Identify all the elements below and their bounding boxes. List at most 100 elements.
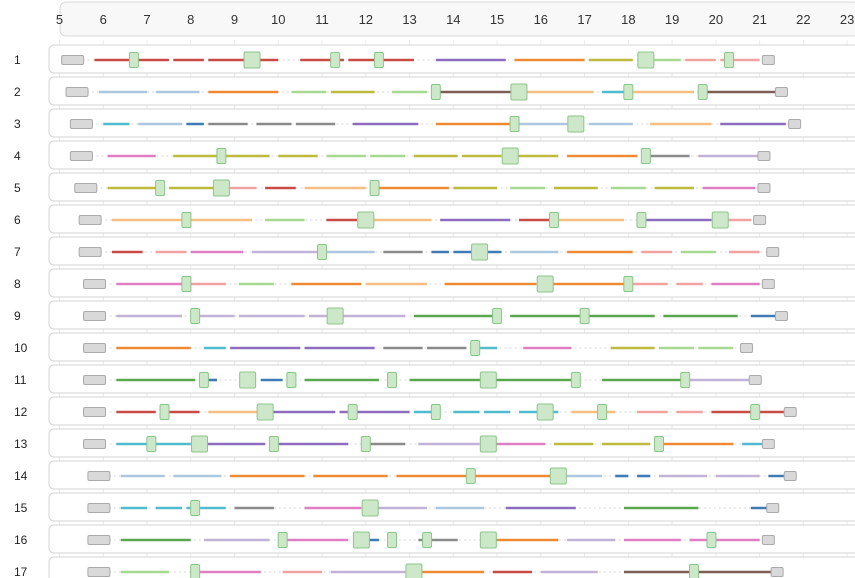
x-tick-label: 6 (100, 12, 107, 27)
x-tick-label: 16 (534, 12, 548, 27)
start-block (78, 215, 102, 225)
milestone-marker (190, 308, 201, 324)
milestone-marker (579, 308, 590, 324)
x-tick-label: 8 (187, 12, 194, 27)
milestone-marker (405, 563, 423, 578)
row-label: 4 (14, 149, 21, 163)
row-frame (48, 396, 855, 426)
end-block (783, 407, 797, 417)
milestone-marker (190, 500, 201, 516)
row-frame (48, 236, 855, 266)
end-block (761, 55, 775, 65)
start-block (78, 247, 102, 257)
milestone-marker (357, 211, 375, 229)
x-tick-label: 18 (621, 12, 635, 27)
x-tick-label: 17 (577, 12, 591, 27)
milestone-marker (570, 372, 581, 388)
milestone-marker (623, 276, 634, 292)
milestone-marker (479, 531, 497, 549)
milestone-marker (360, 436, 371, 452)
x-tick-label: 5 (56, 12, 63, 27)
x-tick-label: 12 (359, 12, 373, 27)
milestone-marker (510, 83, 528, 101)
x-tick-label: 21 (752, 12, 766, 27)
milestone-marker (352, 531, 370, 549)
start-block (83, 279, 107, 289)
end-block (757, 183, 771, 193)
milestone-marker (750, 404, 761, 420)
x-tick-label: 23 (840, 12, 854, 27)
milestone-marker (501, 147, 519, 165)
row-label: 17 (14, 565, 28, 578)
row: 2 (14, 76, 855, 106)
x-tick-label: 11 (315, 12, 329, 27)
end-block (783, 471, 797, 481)
row-label: 16 (14, 533, 28, 547)
row-label: 3 (14, 117, 21, 131)
milestone-marker (326, 307, 344, 325)
milestone-marker (637, 51, 655, 69)
start-block (83, 343, 107, 353)
row-label: 12 (14, 405, 28, 419)
milestone-marker (277, 532, 288, 548)
x-tick-label: 7 (143, 12, 150, 27)
end-block (748, 375, 762, 385)
milestone-marker (509, 116, 520, 132)
start-block (69, 119, 93, 129)
start-block (83, 439, 107, 449)
end-block (774, 311, 788, 321)
milestone-marker (706, 532, 717, 548)
milestone-marker (536, 275, 554, 293)
milestone-marker (636, 212, 647, 228)
x-axis-ticks: 5 6 7 8 9 10 11 12 13 14 15 16 17 18 19 20 21 22 23 (56, 12, 854, 27)
x-axis-bar (59, 1, 855, 37)
milestone-marker (680, 372, 691, 388)
milestone-marker (268, 436, 279, 452)
end-block (761, 279, 775, 289)
start-block (61, 55, 85, 65)
milestone-marker (317, 244, 328, 260)
end-block (753, 215, 767, 225)
row-frame (48, 556, 855, 578)
milestone-marker (465, 468, 476, 484)
row-label: 2 (14, 85, 21, 99)
milestone-marker (567, 115, 585, 133)
row: 4 (14, 140, 855, 170)
start-block (83, 407, 107, 417)
row-label: 7 (14, 245, 21, 259)
end-block (770, 567, 784, 577)
end-block (757, 151, 771, 161)
x-tick-label: 15 (490, 12, 504, 27)
milestone-marker (430, 404, 441, 420)
row: 1 (14, 44, 855, 74)
milestone-marker (330, 52, 341, 68)
row: 3 (14, 108, 855, 138)
end-block (761, 439, 775, 449)
row-label: 13 (14, 437, 28, 451)
milestone-marker (640, 148, 651, 164)
milestone-marker (623, 84, 634, 100)
row-label: 9 (14, 309, 21, 323)
milestone-marker (181, 276, 192, 292)
milestone-marker (198, 372, 209, 388)
milestone-marker (146, 436, 157, 452)
row: 8 (14, 268, 855, 298)
row: 14 (14, 460, 855, 490)
milestone-marker (597, 404, 608, 420)
row-label: 14 (14, 469, 28, 483)
milestone-marker (128, 52, 139, 68)
start-block (69, 151, 93, 161)
end-block (766, 247, 780, 257)
x-tick-label: 10 (271, 12, 285, 27)
axis-header-background (59, 1, 855, 37)
row: 13 (14, 428, 855, 458)
milestone-marker (536, 403, 554, 421)
milestone-marker (723, 52, 734, 68)
row: 17 (14, 556, 855, 578)
end-block (788, 119, 802, 129)
milestone-marker (711, 211, 729, 229)
row-label: 1 (14, 53, 21, 67)
milestone-marker (492, 308, 503, 324)
